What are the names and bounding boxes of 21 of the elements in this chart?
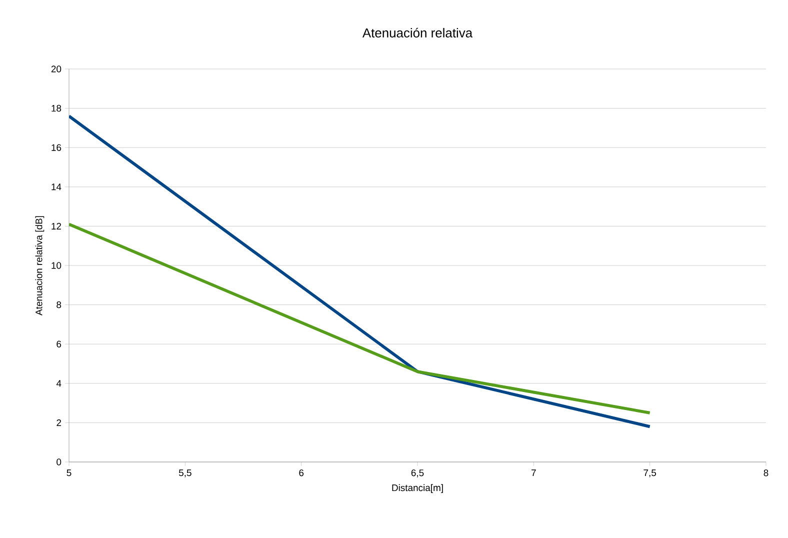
x-tick-label: 6,5 xyxy=(411,470,424,478)
y-tick-label: 0 xyxy=(56,458,62,466)
x-axis-title: Distancia[m] xyxy=(392,484,443,493)
y-tick-label: 8 xyxy=(56,301,62,308)
x-tick-label: 7,5 xyxy=(644,470,656,478)
x-tick-label: 7 xyxy=(532,470,536,476)
y-tick-label: 2 xyxy=(56,419,62,426)
chart-title: Atenuación relativa xyxy=(362,28,473,38)
x-tick-label: 6 xyxy=(299,470,304,476)
y-tick-label: 20 xyxy=(51,66,62,72)
y-tick-label: 16 xyxy=(52,144,62,151)
y-axis-title: Atenuacion relativa [dB] xyxy=(35,216,44,316)
y-tick-label: 10 xyxy=(52,262,62,269)
y-tick-label: 18 xyxy=(52,104,62,112)
y-tick-label: 6 xyxy=(56,340,62,348)
y-tick-label: 14 xyxy=(52,184,62,190)
x-tick-label: 5,5 xyxy=(178,470,192,478)
x-tick-label: 5 xyxy=(66,470,72,476)
x-tick-label: 8 xyxy=(764,470,768,476)
y-tick-label: 12 xyxy=(52,222,62,230)
y-tick-label: 4 xyxy=(56,380,62,387)
